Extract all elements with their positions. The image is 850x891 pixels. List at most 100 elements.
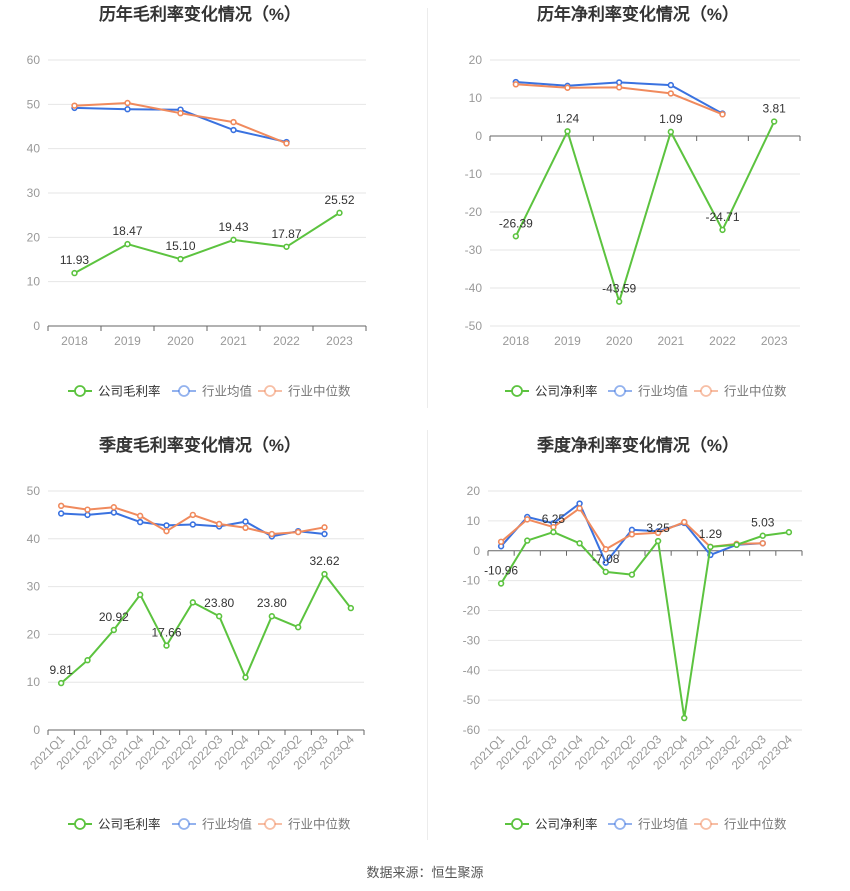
data-point xyxy=(163,522,170,529)
chart-3: 季度毛利率变化情况（%）010203040502021Q12021Q22021Q… xyxy=(27,435,365,832)
data-point xyxy=(189,521,197,528)
chart-1: 历年毛利率变化情况（%） 0 10 20 30 40 50 60 2018 2019 2020 202… xyxy=(27,4,367,399)
data-point xyxy=(667,90,675,97)
y-tick-label: 10 xyxy=(27,675,41,689)
y-tick-label: 40 xyxy=(27,532,41,546)
legend-item: 行业均值 xyxy=(608,817,688,832)
data-point xyxy=(294,624,302,631)
legend-item: 行业中位数 xyxy=(694,384,787,399)
data-point xyxy=(321,570,328,578)
y-tick-label: -60 xyxy=(463,723,481,737)
data-point xyxy=(497,538,505,545)
data-point xyxy=(268,530,276,538)
y-tick-label: -30 xyxy=(463,633,481,647)
legend-swatch-marker xyxy=(74,385,86,397)
data-point xyxy=(57,502,65,510)
y-tick-label: 20 xyxy=(27,627,41,641)
legend-item: 行业中位数 xyxy=(258,817,351,832)
legend-swatch-marker xyxy=(74,818,86,830)
x-tick-label: 2023 xyxy=(326,334,353,348)
y-tick-label: -40 xyxy=(463,663,481,677)
data-point xyxy=(283,140,290,147)
data-label: 20.92 xyxy=(99,610,129,624)
y-tick-label: 0 xyxy=(475,129,482,143)
column-divider-top xyxy=(427,8,428,408)
legend-label: 公司毛利率 xyxy=(98,817,161,832)
legend-label: 公司净利率 xyxy=(535,384,598,399)
data-label: -10.96 xyxy=(484,563,518,577)
data-point xyxy=(230,236,237,244)
data-label: 25.52 xyxy=(324,193,354,207)
data-point xyxy=(177,109,184,117)
legend-swatch-marker xyxy=(614,818,626,830)
data-label: 9.81 xyxy=(49,663,73,677)
data-point xyxy=(628,571,636,578)
data-label: -26.39 xyxy=(499,216,533,230)
data-point xyxy=(268,613,276,620)
data-point xyxy=(242,524,249,532)
legend-item: 行业均值 xyxy=(172,817,252,832)
data-label: -43.59 xyxy=(602,282,636,296)
data-point xyxy=(136,512,144,520)
legend-label: 公司毛利率 xyxy=(98,384,161,399)
data-label: 1.29 xyxy=(699,527,723,541)
y-tick-label: 20 xyxy=(469,53,483,67)
data-label: 3.81 xyxy=(762,102,786,116)
legend-label: 行业中位数 xyxy=(288,384,351,399)
data-point xyxy=(524,537,531,544)
data-point xyxy=(189,599,197,606)
y-tick-label: 10 xyxy=(467,514,481,528)
data-point xyxy=(550,528,557,536)
data-point xyxy=(136,518,144,526)
series-line xyxy=(74,212,341,274)
data-point xyxy=(321,524,328,531)
data-point xyxy=(294,528,302,536)
chart-4: 季度净利率变化情况（%）-60-50-40-30-20-10010202021Q… xyxy=(463,435,803,832)
data-point xyxy=(576,505,583,512)
data-point xyxy=(719,111,726,118)
data-point xyxy=(733,541,740,548)
data-point xyxy=(615,79,623,86)
data-point xyxy=(71,102,78,109)
series-line xyxy=(500,531,790,719)
y-tick-label: 10 xyxy=(27,275,41,289)
data-point xyxy=(564,128,571,135)
data-point xyxy=(347,604,355,612)
data-point xyxy=(84,511,91,519)
legend-item: 行业均值 xyxy=(172,384,252,399)
legend-label: 行业均值 xyxy=(638,384,688,399)
data-point xyxy=(512,233,520,240)
x-tick-label: 2021 xyxy=(220,334,247,348)
data-point xyxy=(230,118,237,126)
legend-item: 公司毛利率 xyxy=(68,384,161,399)
data-point xyxy=(321,530,328,538)
x-tick-label: 2022 xyxy=(709,334,736,348)
data-label: 32.62 xyxy=(309,554,339,568)
x-tick-label: 2019 xyxy=(554,334,581,348)
legend-item: 行业均值 xyxy=(608,384,688,399)
x-tick-label: 2021 xyxy=(657,334,684,348)
data-point xyxy=(163,642,170,649)
data-point xyxy=(177,255,184,263)
chart-2: 历年净利率变化情况（%） -50 -40 -30 -20 -10 0 10 20 2018 2019… xyxy=(465,4,801,399)
data-point xyxy=(667,128,675,136)
y-tick-label: 0 xyxy=(33,319,40,333)
data-point xyxy=(283,243,290,250)
data-point xyxy=(242,674,249,681)
data-point xyxy=(84,506,91,513)
data-point xyxy=(230,126,237,134)
y-tick-label: 50 xyxy=(27,484,41,498)
data-point xyxy=(628,531,636,538)
data-label: 15.10 xyxy=(165,239,195,253)
x-tick-label: 2023 xyxy=(761,334,788,348)
y-tick-label: 20 xyxy=(27,230,41,244)
data-point xyxy=(215,520,223,528)
data-label: 18.47 xyxy=(112,224,142,238)
y-tick-label: 30 xyxy=(27,186,41,200)
data-point xyxy=(615,298,623,305)
chart-title: 历年净利率变化情况（%） xyxy=(537,4,739,24)
series-line xyxy=(61,504,325,535)
data-point xyxy=(576,540,583,547)
